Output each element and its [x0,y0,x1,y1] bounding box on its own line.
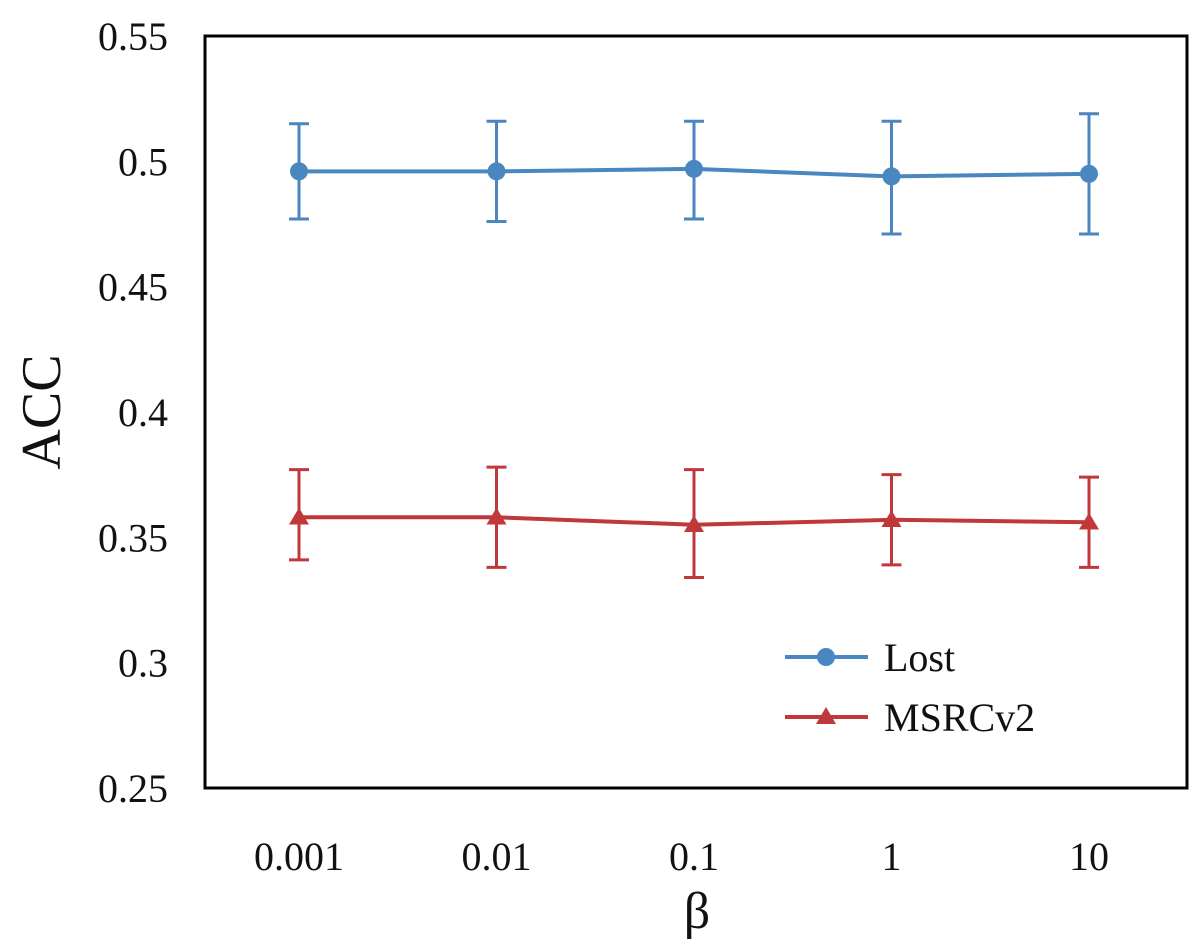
y-tick-label: 0.35 [98,515,168,560]
x-tick-label: 1 [882,834,902,879]
legend-label: MSRCv2 [884,695,1035,740]
legend-item-msrcv2: MSRCv2 [785,695,1035,740]
data-point [881,510,902,527]
y-tick-label: 0.55 [98,14,168,59]
data-point [1080,164,1098,183]
legend: Lost MSRCv2 [785,635,1035,740]
data-point [487,162,506,181]
x-axis-title: β [684,883,710,940]
legend-label: Lost [884,635,955,680]
plot-frame [203,34,1189,790]
x-tick-label: 0.1 [669,834,719,879]
data-point [486,507,507,525]
x-tick-label: 10 [1069,834,1109,879]
series-lost [289,112,1099,236]
y-tick-label: 0.25 [98,766,168,811]
data-point [684,515,704,532]
y-axis-title: ACC [11,354,73,469]
series-layer [289,112,1099,579]
data-point [290,162,308,181]
series-msrcv2 [289,465,1099,579]
x-axis-ticks: 0.001 0.01 0.1 1 10 [254,834,1109,879]
legend-marker [816,707,836,724]
y-tick-label: 0.5 [118,139,168,184]
data-point [685,159,703,178]
y-tick-label: 0.4 [118,390,168,435]
data-point [1079,512,1099,530]
data-point [882,167,901,186]
legend-item-lost: Lost [785,635,955,680]
legend-marker [817,648,835,666]
y-tick-label: 0.45 [98,265,168,310]
y-axis-ticks: 0.25 0.3 0.35 0.4 0.45 0.5 0.55 [98,14,168,811]
x-tick-label: 0.01 [462,834,532,879]
y-tick-label: 0.3 [118,641,168,686]
data-point [289,507,309,525]
x-tick-label: 0.001 [254,834,344,879]
